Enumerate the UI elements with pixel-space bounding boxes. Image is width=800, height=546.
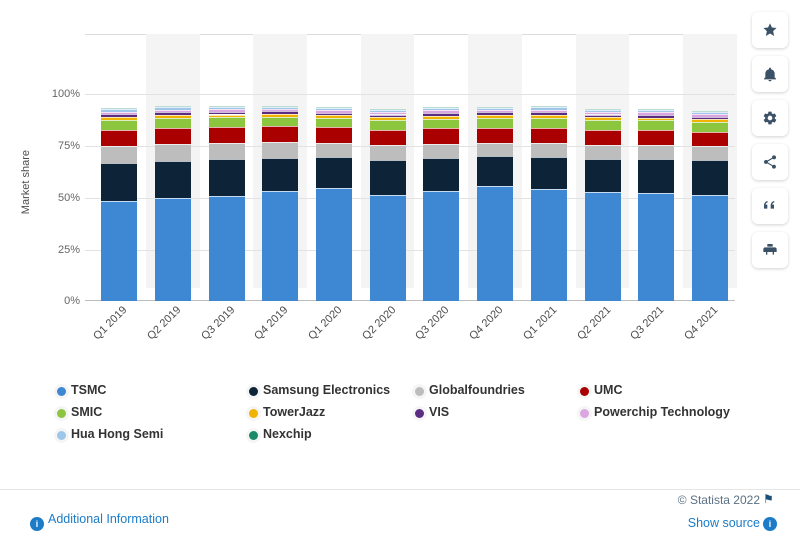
svg-text:i: i	[769, 519, 771, 529]
svg-text:i: i	[36, 519, 38, 529]
